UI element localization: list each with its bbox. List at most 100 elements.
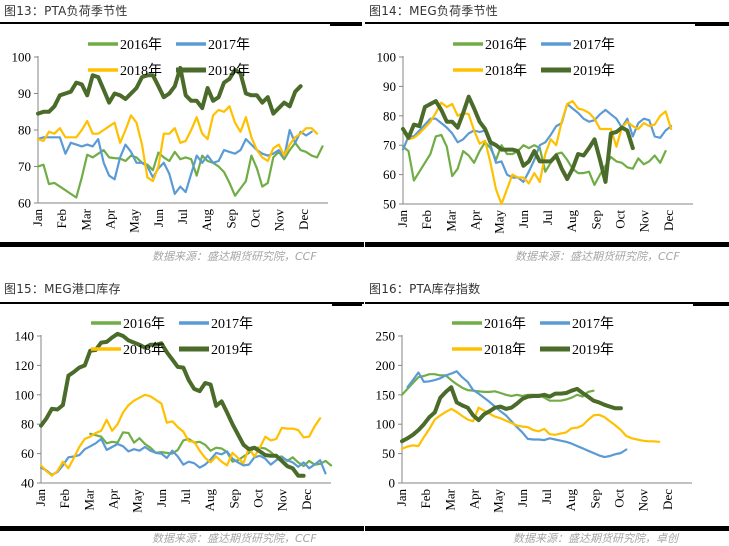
y-tick-label: 60 xyxy=(18,196,31,211)
y-tick-label: 80 xyxy=(18,123,31,138)
x-tick-label: Jan xyxy=(395,210,410,228)
series-line-2017 xyxy=(406,370,628,459)
x-tick-label: Jun xyxy=(515,489,530,508)
title-divider xyxy=(365,302,729,304)
chart-title: 图16：PTA库存指数 xyxy=(369,282,481,296)
x-tick-label: Dec xyxy=(299,489,314,510)
panel-meg-port-inventory: 图15：MEG港口库存 40 60 80 100 120 140 Jan Feb Mar Apr M… xyxy=(0,272,364,545)
x-tick-label: Nov xyxy=(275,489,290,512)
x-tick-label: May xyxy=(130,489,145,513)
x-tick-label: May xyxy=(127,209,142,233)
y-tick-label: 80 xyxy=(21,417,34,432)
legend-label: 2018年 xyxy=(485,63,527,79)
x-tick-label: Apr xyxy=(468,209,483,230)
legend-label: 2018年 xyxy=(120,63,162,79)
y-tick-label: 120 xyxy=(15,358,35,373)
series-line-2018 xyxy=(39,393,322,477)
y-tick-label: 80 xyxy=(383,108,396,123)
x-tick-label: Nov xyxy=(637,210,652,233)
legend-label: 2017年 xyxy=(572,316,614,332)
legend-item-2018: 2018年 xyxy=(91,342,165,358)
x-tick-label: Jan xyxy=(394,489,409,507)
x-tick-label: Dec xyxy=(660,489,675,510)
legend-label: 2017年 xyxy=(573,37,615,53)
title-divider-accent xyxy=(330,22,362,26)
chart-title: 图13：PTA负荷季节性 xyxy=(4,4,128,18)
legend-item-2017: 2017年 xyxy=(540,316,614,332)
y-tick-label: 90 xyxy=(18,86,31,101)
legend-item-2018: 2018年 xyxy=(88,63,162,79)
x-tick-label: Apr xyxy=(103,208,118,229)
legend-label: 2019年 xyxy=(211,342,253,358)
y-tick-label: 70 xyxy=(18,159,31,174)
chart-meg-port-inventory: 40 60 80 100 120 140 Jan Feb Mar Apr May Jun Jul Aug S… xyxy=(15,316,333,513)
x-tick-label: Dec xyxy=(661,210,676,231)
legend-label: 2017年 xyxy=(208,37,250,53)
legend-label: 2018年 xyxy=(484,342,526,358)
legend-item-2019: 2019年 xyxy=(176,63,250,79)
legend-item-2019: 2019年 xyxy=(541,63,615,79)
x-tick-label: Nov xyxy=(636,489,651,512)
chart-meg-load: 50 60 70 80 90 100 Jan Feb Mar Apr May Jun Jul Aug Sep… xyxy=(377,37,693,234)
series-line-2016 xyxy=(36,141,324,199)
x-tick-label: Jun xyxy=(516,210,531,229)
x-tick-label: Aug xyxy=(563,489,578,512)
x-tick-label: Dec xyxy=(296,209,311,230)
x-tick-label: Mar xyxy=(81,488,96,510)
x-tick-label: Feb xyxy=(54,209,69,229)
x-tick-label: Oct xyxy=(248,209,263,228)
footer-divider xyxy=(0,242,364,247)
title-divider-accent xyxy=(693,302,729,306)
x-tick-label: Aug xyxy=(199,209,214,232)
legend-item-2016: 2016年 xyxy=(91,316,165,332)
x-tick-label: Aug xyxy=(564,210,579,233)
legend-label: 2018年 xyxy=(123,342,165,358)
legend-label: 2019年 xyxy=(573,63,615,79)
y-tick-label: 60 xyxy=(21,446,34,461)
x-tick-label: Sep xyxy=(588,210,603,230)
y-tick-label: 50 xyxy=(383,197,396,212)
series-line-2017 xyxy=(39,437,327,476)
y-tick-label: 60 xyxy=(383,167,396,182)
title-divider-accent xyxy=(695,22,729,26)
y-tick-label: 50 xyxy=(382,446,395,461)
x-tick-label: Feb xyxy=(57,489,72,509)
footer-divider xyxy=(365,242,729,247)
y-tick-label: 140 xyxy=(15,329,35,344)
y-tick-label: 100 xyxy=(377,50,397,65)
panel-meg-load: 图14：MEG负荷季节性 50 60 70 80 90 100 Jan Feb Mar Apr Ma… xyxy=(365,0,729,271)
x-tick-label: Oct xyxy=(612,489,627,508)
x-tick-label: Mar xyxy=(442,488,457,510)
y-tick-label: 200 xyxy=(376,358,396,373)
x-tick-label: Mar xyxy=(443,209,458,231)
legend-item-2018: 2018年 xyxy=(452,342,526,358)
x-tick-label: Oct xyxy=(613,210,628,229)
legend-label: 2019年 xyxy=(208,63,250,79)
legend-item-2017: 2017年 xyxy=(541,37,615,53)
series-line-2018 xyxy=(400,406,661,450)
y-tick-label: 40 xyxy=(21,476,34,491)
legend-item-2016: 2016年 xyxy=(88,37,162,53)
legend-item-2017: 2017年 xyxy=(179,316,253,332)
legend-item-2016: 2016年 xyxy=(452,316,526,332)
x-tick-label: May xyxy=(491,489,506,513)
source-note: 数据来源：盛达期货研究院，CCF xyxy=(515,250,680,263)
x-tick-label: Mar xyxy=(78,208,93,230)
series-line-2016 xyxy=(401,133,667,186)
source-note: 数据来源：盛达期货研究院，卓创 xyxy=(513,532,678,545)
x-tick-label: Jan xyxy=(33,489,48,507)
series-line-2018 xyxy=(36,105,319,183)
x-tick-label: Sep xyxy=(223,209,238,229)
chart-title: 图14：MEG负荷季节性 xyxy=(369,4,498,18)
legend-label: 2019年 xyxy=(572,342,614,358)
legend-item-2018: 2018年 xyxy=(453,63,527,79)
y-tick-label: 100 xyxy=(376,417,396,432)
series-line-2019 xyxy=(36,65,303,116)
x-tick-label: Jul xyxy=(539,489,554,505)
x-tick-label: Jul xyxy=(175,209,190,225)
legend-label: 2016年 xyxy=(485,37,527,53)
x-tick-label: Sep xyxy=(587,489,602,509)
title-divider xyxy=(0,22,362,24)
x-tick-label: Feb xyxy=(418,489,433,509)
x-tick-label: Jul xyxy=(178,489,193,505)
